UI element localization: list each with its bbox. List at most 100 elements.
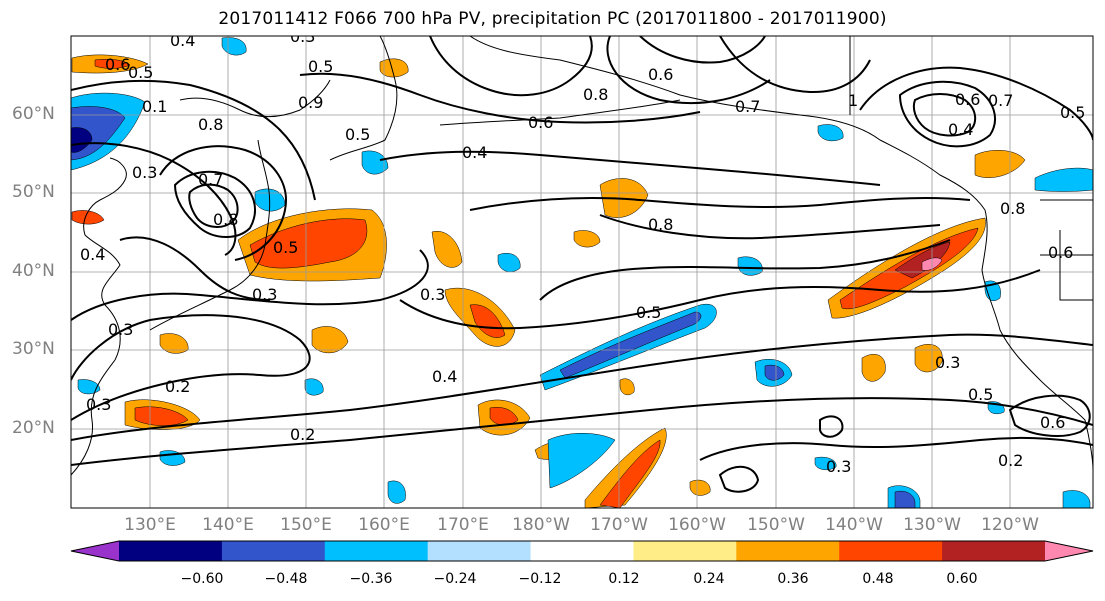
precip-negative-region [894,490,916,508]
pv-contour [71,333,1093,441]
colorbar-segment [324,541,429,561]
lon-label: 140°W [825,515,883,535]
contour-label: 0.5 [968,385,993,404]
lat-label: 30°N [12,339,55,359]
lon-label: 170°W [590,515,648,535]
precip-negative-region [814,456,837,471]
pv-contour [639,36,766,64]
precip-negative-region [77,379,101,395]
lat-label: 50°N [12,182,55,202]
precip-negative-region [547,433,616,489]
contour-label: 0.5 [1060,103,1085,122]
contour-label: 0.1 [142,97,167,116]
pv-contour [379,150,881,186]
contour-label: 0.3 [132,163,157,182]
colorbar-segment [530,541,634,561]
pv-contour [1008,394,1091,437]
pv-contour [912,93,977,137]
contour-label: 0.3 [252,285,277,304]
contour-label: 0.9 [298,93,323,112]
contour-label: 0.6 [648,65,673,84]
colorbar-segment [221,541,326,561]
precip-positive-region [94,58,131,69]
colorbar-tick-label: 0.12 [608,571,640,587]
okhotsk-coastline [179,79,331,118]
pv-contour [699,436,1093,461]
precip-negative-region [764,364,785,381]
contour-label: 0.8 [213,210,238,229]
colorbar-segment [427,541,532,561]
precip-positive-region [584,427,667,508]
asia-coastline [71,157,127,476]
colorbar-tick-label: 0.24 [693,571,725,587]
pv-contour [71,249,429,321]
contour-label: 0.2 [998,451,1023,470]
contour-label: 0.5 [128,63,153,82]
contour-label: 0.5 [636,303,661,322]
precip-positive-region [619,378,635,396]
precip-positive-region [974,150,1026,178]
precip-negative-region [1062,490,1091,508]
precip-negative-region [1034,167,1093,192]
contour-label: 1 [848,91,858,110]
contour-label: 0.8 [198,115,223,134]
contour-label: 0.4 [948,120,973,139]
pv-contour [898,80,996,148]
colorbar-segment [736,541,840,561]
pv-contour [119,236,271,301]
pv-contour [71,314,311,421]
contour-label: 0.3 [290,27,315,46]
contour-label: 0.7 [735,97,760,116]
pv-contour [539,239,951,301]
map-area: 0.6 0.5 0.4 0.3 0.5 0.6 0.1 0.9 0.8 0.5 … [71,27,1093,508]
pv-contour [606,36,771,105]
lon-label: 150°W [747,515,805,535]
map-title: 2017011412 F066 700 hPa PV, precipitatio… [218,9,887,29]
map-frame [70,35,1094,509]
contour-label: 0.4 [432,367,457,386]
contour-label: 0.8 [1000,199,1025,218]
pv-contour [469,196,971,211]
precip-positive-region [861,354,886,382]
precip-positive-region [489,407,519,426]
contour-label-group: 0.6 0.5 0.4 0.3 0.5 0.6 0.1 0.9 0.8 0.5 … [80,27,1085,476]
precip-negative-region [361,150,389,175]
pv-contour [429,36,593,97]
pv-contour [299,72,701,124]
colorbar-segment [633,541,737,561]
contour-label: 0.4 [80,245,105,264]
contour-label: 0.2 [165,377,190,396]
lon-label: 130°W [903,515,961,535]
precip-positive-region [134,406,189,426]
pv-contour [71,397,1093,466]
precip-positive-region [71,210,105,225]
pv-contour [719,36,871,94]
contour-label: 0.3 [420,285,445,304]
pv-contour [859,66,1093,141]
contour-label: 0.4 [170,31,195,50]
precip-negative-region [387,480,406,504]
contour-label: 0.7 [988,91,1013,110]
contour-label: 0.6 [1040,413,1065,432]
contour-label: 0.6 [528,113,553,132]
alaska-coastline [469,36,986,211]
lat-label: 20°N [12,418,55,438]
precip-negative-region [817,124,844,142]
contour-label: 0.4 [462,143,487,162]
lon-label: 160°W [668,515,726,535]
pv-contour [718,465,760,493]
lon-label: 160°E [358,515,410,535]
precip-positive-region [469,304,506,338]
pv-contour [188,183,239,228]
colorbar-extend-max [1045,541,1093,561]
colorbar-tick-label: −0.36 [349,571,393,587]
precip-positive-region [431,230,463,268]
contour-label: 0.3 [86,395,111,414]
pv-contour [71,79,316,201]
contour-label: 0.5 [273,238,298,257]
colorbar-extend-min [71,541,119,561]
precip-negative-region [71,127,93,153]
colorbar-tick-label: −0.12 [518,571,562,587]
contour-label: 0.6 [1048,243,1073,262]
